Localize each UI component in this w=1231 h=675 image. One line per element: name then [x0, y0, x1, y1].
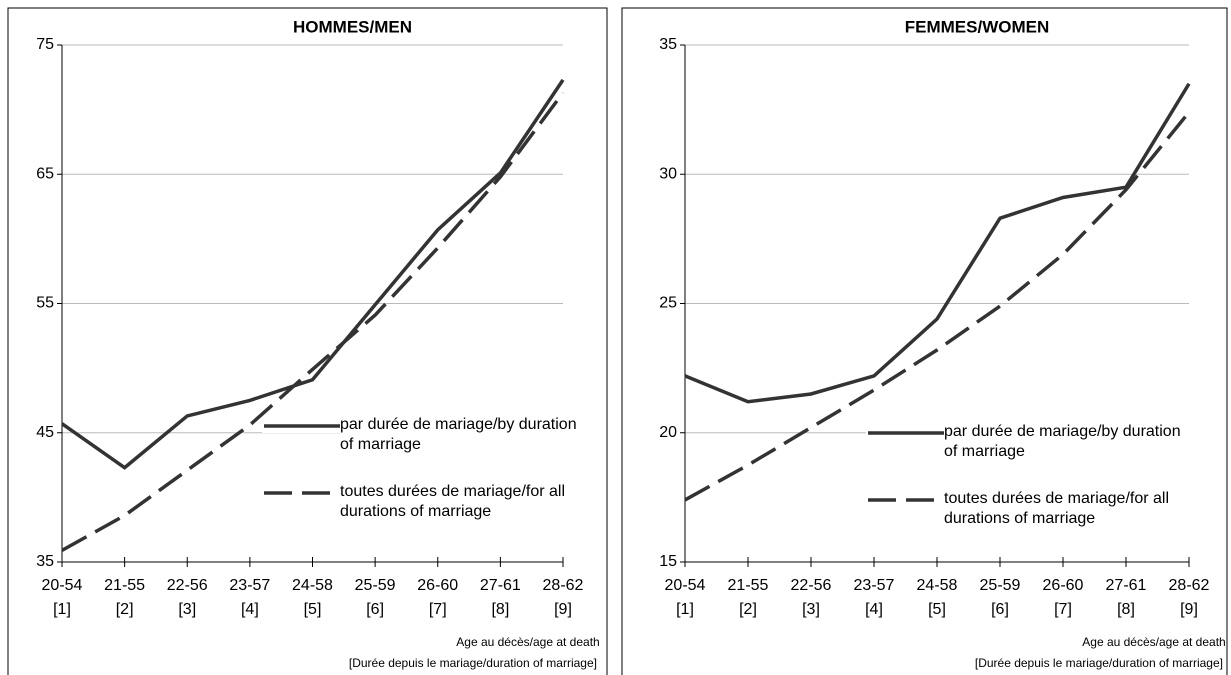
x-tick-label: 20-54 [665, 577, 706, 594]
x-tick-label: [9] [1180, 601, 1198, 618]
x-tick-label: 24-58 [917, 577, 958, 594]
x-tick-label: 21-55 [104, 577, 145, 594]
x-tick-label: [3] [802, 601, 820, 618]
data-line [684, 111, 1191, 502]
x-tick-label: 22-56 [791, 577, 832, 594]
x-tick-label: [6] [991, 601, 1009, 618]
y-tick-label: 15 [659, 553, 677, 570]
x-tick-label: [4] [865, 601, 883, 618]
legend-label: toutes durées de mariage/for all duratio… [944, 489, 1194, 529]
panel-border [621, 7, 1228, 675]
y-tick-label: 55 [36, 295, 54, 312]
x-tick-label: 26-60 [417, 577, 458, 594]
x-tick-label: [4] [241, 601, 259, 618]
x-tick-label: 27-61 [480, 577, 521, 594]
x-tick-label: [3] [178, 601, 196, 618]
x-axis-label: Age au décès/age at death [456, 635, 599, 649]
legend-label: par durée de mariage/by duration of marr… [340, 415, 590, 455]
x-axis-label: [Durée depuis le mariage/duration of mar… [349, 656, 597, 670]
y-tick-label: 65 [36, 165, 54, 182]
x-axis-label: [Durée depuis le mariage/duration of mar… [975, 656, 1223, 670]
x-tick-label: [9] [554, 601, 572, 618]
x-tick-label: 26-60 [1043, 577, 1084, 594]
x-tick-label: [2] [116, 601, 134, 618]
x-tick-label: 23-57 [854, 577, 895, 594]
chart-title: HOMMES/MEN [293, 17, 412, 36]
y-tick-label: 20 [659, 424, 677, 441]
y-tick-label: 75 [36, 36, 54, 53]
x-tick-label: [7] [429, 601, 447, 618]
x-tick-label: [8] [491, 601, 509, 618]
x-tick-label: 25-59 [355, 577, 396, 594]
x-tick-label: [2] [739, 601, 757, 618]
data-line [61, 91, 565, 552]
x-tick-label: [6] [366, 601, 384, 618]
x-tick-label: 22-56 [167, 577, 208, 594]
chart-title: FEMMES/WOMEN [905, 17, 1050, 36]
x-tick-label: 21-55 [728, 577, 769, 594]
x-tick-label: 23-57 [229, 577, 270, 594]
y-tick-label: 35 [659, 36, 677, 53]
x-tick-label: 20-54 [42, 577, 83, 594]
x-tick-label: 24-58 [292, 577, 333, 594]
y-tick-label: 30 [659, 165, 677, 182]
y-tick-label: 45 [36, 424, 54, 441]
x-tick-label: [5] [928, 601, 946, 618]
x-tick-label: [5] [304, 601, 322, 618]
x-axis-label: Age au décès/age at death [1082, 635, 1225, 649]
x-tick-label: [8] [1117, 601, 1135, 618]
x-tick-label: 25-59 [980, 577, 1021, 594]
x-tick-label: 28-62 [1169, 577, 1210, 594]
x-tick-label: 27-61 [1106, 577, 1147, 594]
legend-label: par durée de mariage/by duration of marr… [944, 422, 1194, 462]
data-line [60, 78, 565, 470]
y-tick-label: 35 [36, 553, 54, 570]
panel-border [7, 7, 608, 675]
x-tick-label: [1] [676, 601, 694, 618]
y-tick-label: 25 [659, 295, 677, 312]
x-tick-label: [7] [1054, 601, 1072, 618]
data-line [684, 82, 1191, 404]
legend-label: toutes durées de mariage/for all duratio… [340, 482, 590, 522]
x-tick-label: [1] [53, 601, 71, 618]
x-tick-label: 28-62 [543, 577, 584, 594]
